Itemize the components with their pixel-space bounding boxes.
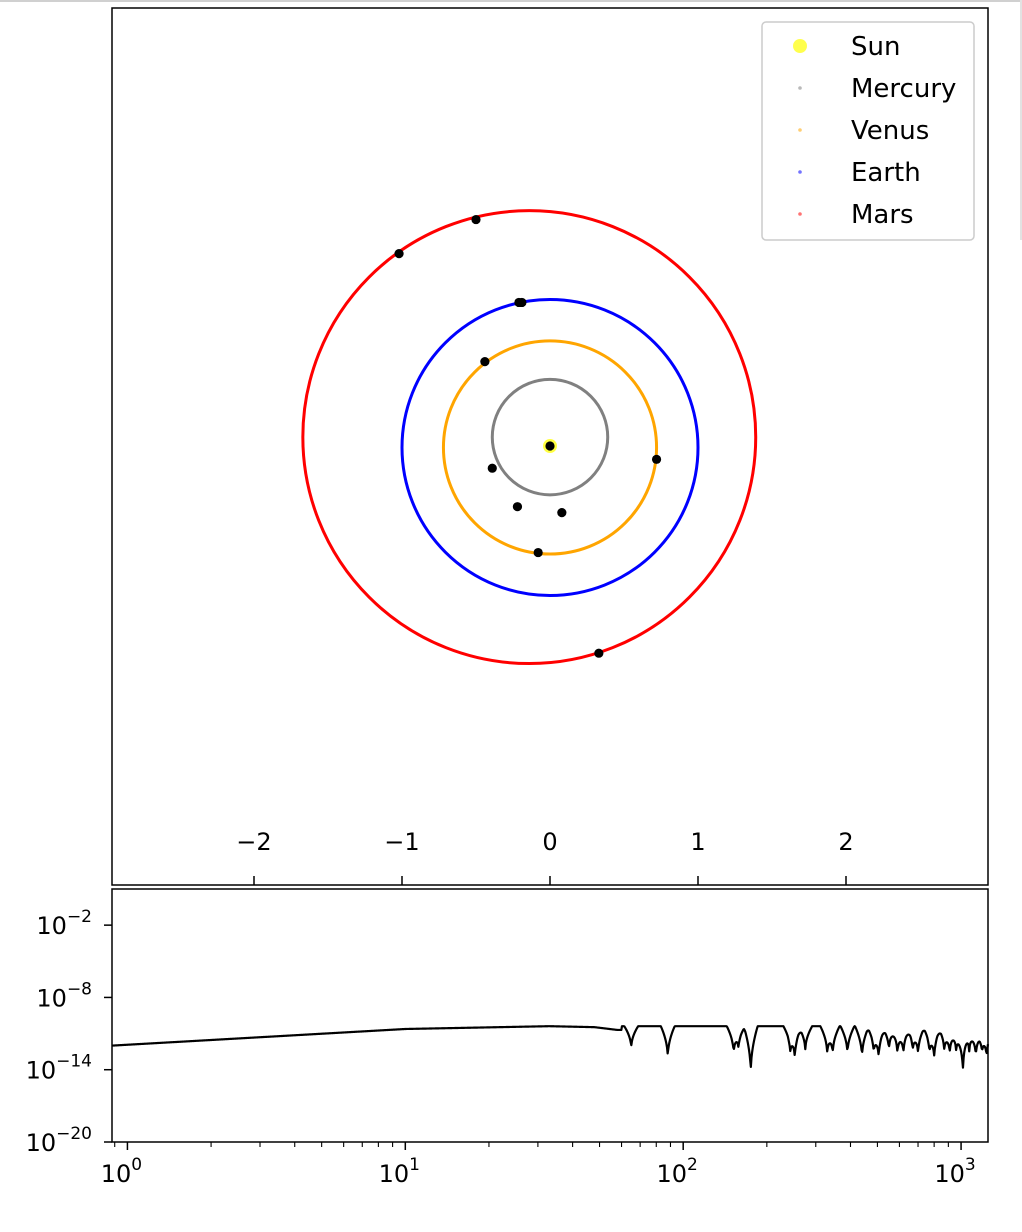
error-x-tick-label: 103 xyxy=(934,1155,975,1188)
legend-label-mercury: Mercury xyxy=(851,74,956,104)
orbit-x-tick-label: −2 xyxy=(236,828,271,856)
planet-position-point xyxy=(394,249,404,259)
error-x-tick-label: 102 xyxy=(657,1155,698,1188)
planet-position-point xyxy=(545,441,555,451)
window-edge-right xyxy=(1020,0,1022,240)
error-x-axis: 100 101 102 103 xyxy=(101,1142,976,1188)
orbit-x-axis: −2 −1 0 1 2 xyxy=(236,828,854,885)
legend-label-venus: Venus xyxy=(851,116,929,146)
orbit-venus xyxy=(441,339,659,556)
orbit-earth xyxy=(400,297,700,597)
error-y-tick-label: 10−14 xyxy=(26,1052,92,1085)
orbit-x-tick-label: −1 xyxy=(384,828,419,856)
legend-box xyxy=(761,21,975,241)
window-edge xyxy=(0,0,1022,2)
error-y-axis: 10−2 10−8 10−14 10−20 xyxy=(26,907,112,1157)
legend-label-sun: Sun xyxy=(851,32,900,62)
legend-marker-earth xyxy=(798,170,802,174)
error-x-tick-label: 100 xyxy=(101,1155,142,1188)
planet-positions xyxy=(394,214,662,658)
legend-marker-mercury xyxy=(798,86,802,90)
orbit-x-tick-label: 0 xyxy=(542,828,557,856)
planet-position-point xyxy=(512,502,523,512)
planet-position-point xyxy=(533,547,543,558)
orbit-paths xyxy=(301,209,758,666)
planet-position-point xyxy=(594,648,604,658)
legend-marker-venus xyxy=(798,128,802,132)
orbit-x-tick-label: 1 xyxy=(690,828,705,856)
error-plot: 100 101 102 103 10−2 10−8 10−14 10−20 xyxy=(26,888,990,1188)
planet-position-point xyxy=(471,214,481,225)
legend-label-earth: Earth xyxy=(851,158,921,188)
error-y-tick-label: 10−2 xyxy=(36,907,92,940)
orbit-x-tick-label: 2 xyxy=(838,828,853,856)
legend-label-mars: Mars xyxy=(851,200,914,230)
error-x-tick-label: 101 xyxy=(379,1155,420,1188)
error-y-tick-label: 10−20 xyxy=(26,1124,92,1157)
planet-position-point xyxy=(557,507,567,518)
orbit-plot: −2 −1 0 1 2 Sun Mercury Venus Earth Mars xyxy=(111,7,989,886)
planet-position-point xyxy=(517,297,527,308)
planet-position-point xyxy=(487,463,497,473)
planet-position-point xyxy=(480,357,490,367)
orbit-mars xyxy=(301,209,758,666)
error-y-tick-label: 10−8 xyxy=(36,979,92,1012)
error-plot-frame xyxy=(111,888,989,1143)
legend: Sun Mercury Venus Earth Mars xyxy=(761,21,975,241)
planet-position-point xyxy=(651,454,662,464)
legend-marker-sun xyxy=(793,39,807,53)
error-series-line xyxy=(111,1025,990,1069)
legend-marker-mars xyxy=(798,212,802,216)
orbit-mercury xyxy=(490,377,610,497)
